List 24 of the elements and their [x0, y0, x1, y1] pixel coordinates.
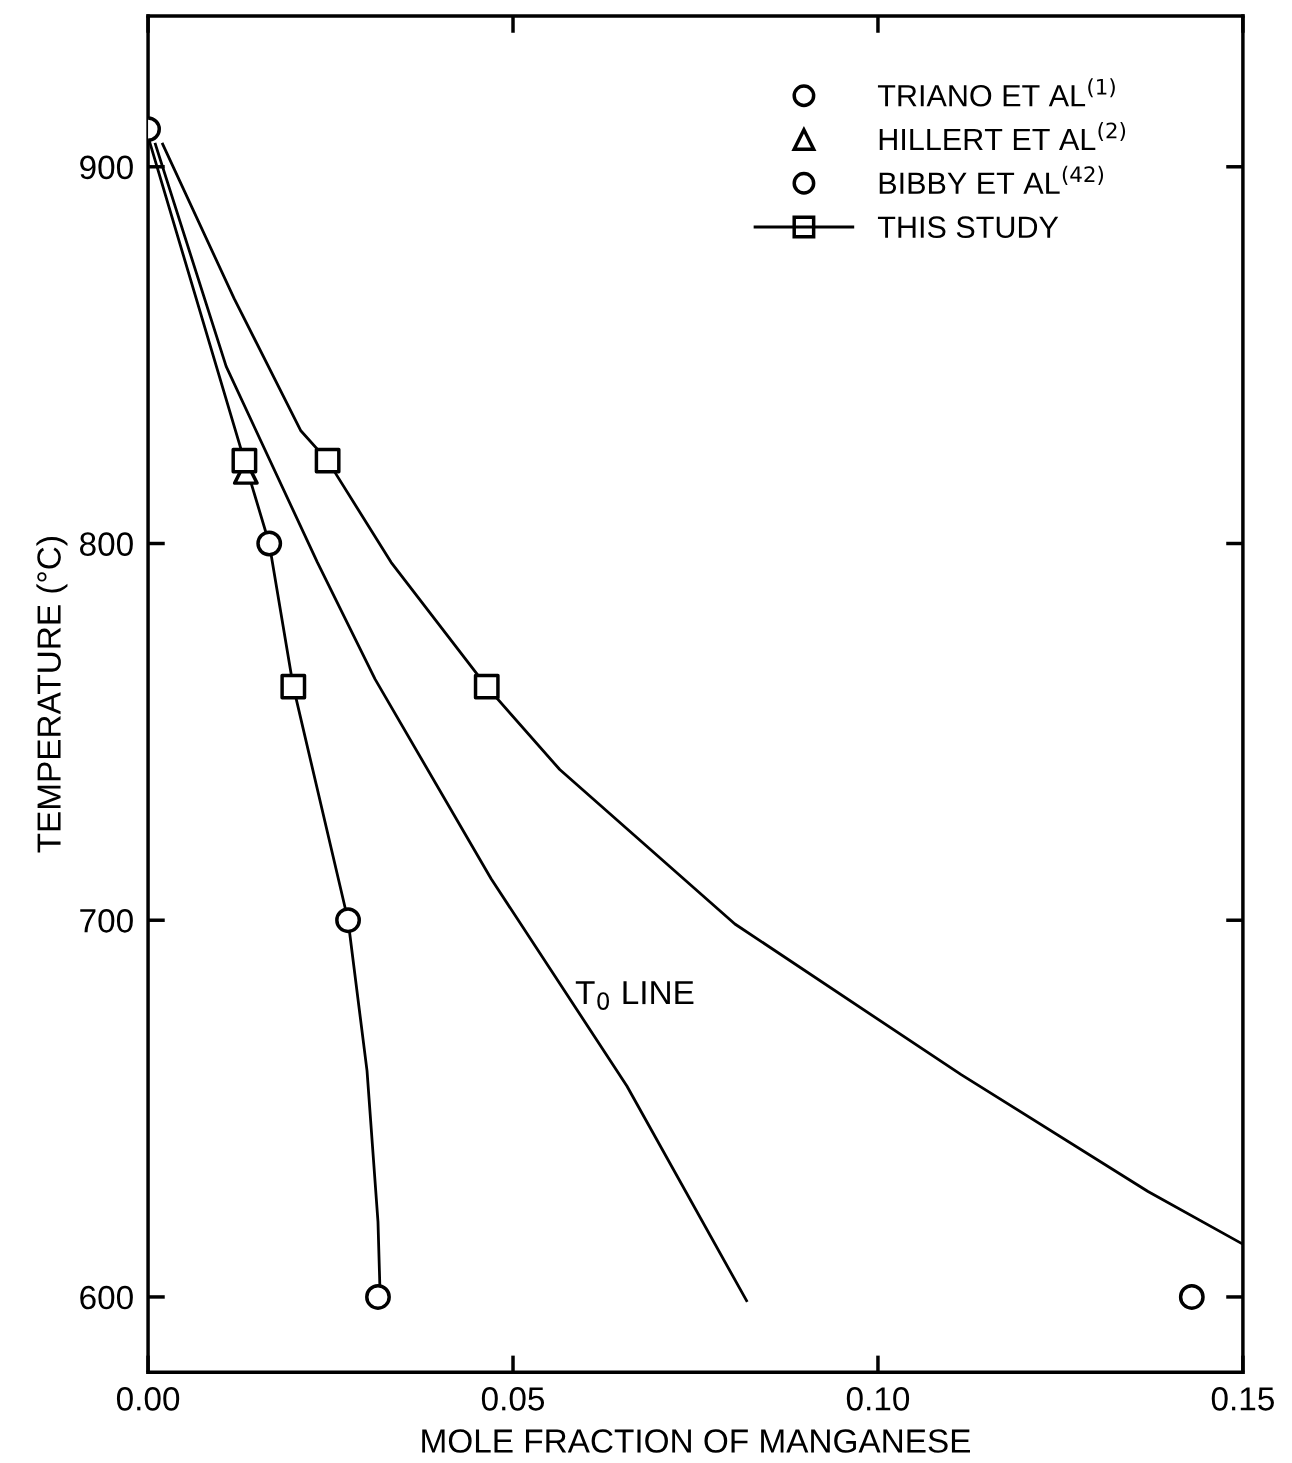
legend-label: HILLERT ET AL$^{(2)}$ — [879, 122, 1126, 150]
point — [473, 673, 500, 700]
x-tick-label: 0.05 — [481, 1387, 545, 1411]
x-tick-label: 0.00 — [116, 1387, 180, 1411]
legend-label: TRIANO ET AL$^{(1)}$ — [877, 78, 1115, 107]
point — [231, 447, 258, 474]
y-tick-label: 700 — [80, 909, 133, 933]
y-axis-title: TEMPERATURE (°C) — [36, 537, 68, 853]
annotation: T$_{0}$ LINE — [575, 981, 694, 1010]
x-axis-title: MOLE FRACTION OF MANGANESE — [422, 1429, 971, 1453]
line-series — [153, 142, 748, 1303]
x-tick-label: 0.10 — [846, 1387, 910, 1411]
point — [280, 673, 307, 700]
y-tick-label: 900 — [80, 155, 133, 180]
x-tick-label: 0.15 — [1211, 1387, 1274, 1411]
point — [335, 907, 361, 934]
y-tick-label: 600 — [80, 1285, 133, 1310]
legend-label: THIS STUDY — [877, 216, 1059, 239]
y-tick-label: 800 — [80, 532, 133, 556]
legend-label: BIBBY ET AL$^{(42)}$ — [879, 165, 1104, 194]
point — [314, 447, 341, 474]
point — [1178, 1284, 1205, 1310]
point — [256, 530, 283, 557]
point — [365, 1284, 391, 1310]
